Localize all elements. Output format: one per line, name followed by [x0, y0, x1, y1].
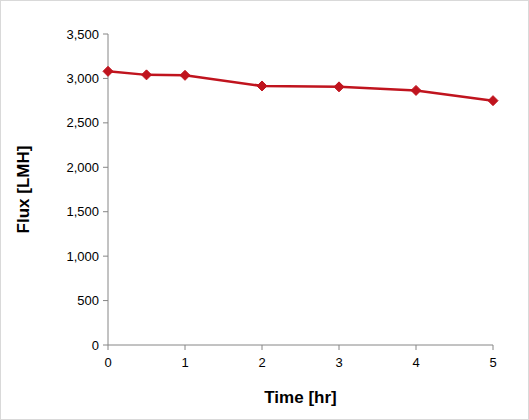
data-marker	[488, 96, 498, 106]
y-tick	[103, 122, 108, 123]
chart-svg: 0 500 1,000 1,500 2,000 2,500 3,000 3,500 0 1 2 3 4 5…	[0, 0, 529, 420]
x-tick-label: 5	[489, 355, 496, 370]
y-tick-label: 3,500	[66, 27, 99, 42]
chart-container: 0 500 1,000 1,500 2,000 2,500 3,000 3,500 0 1 2 3 4 5…	[0, 0, 529, 420]
data-marker	[257, 81, 267, 91]
x-tick	[185, 345, 186, 350]
x-axis-title: Time [hr]	[264, 388, 336, 407]
y-tick-label: 1,500	[66, 204, 99, 219]
x-axis-line	[108, 345, 493, 346]
data-marker	[334, 82, 344, 92]
x-tick	[262, 345, 263, 350]
x-tick-label: 0	[104, 355, 111, 370]
y-tick	[103, 211, 108, 212]
x-tick-label: 4	[412, 355, 419, 370]
y-tick	[103, 345, 108, 346]
data-line	[108, 71, 493, 100]
data-marker	[180, 70, 190, 80]
y-tick	[103, 78, 108, 79]
x-tick-label: 2	[258, 355, 265, 370]
y-axis-line	[108, 34, 109, 345]
x-tick-label: 1	[181, 355, 188, 370]
data-marker	[411, 85, 421, 95]
x-tick	[493, 345, 494, 350]
data-marker	[103, 66, 113, 76]
y-axis-title: Flux [LMH]	[14, 146, 33, 234]
y-tick-label: 500	[77, 293, 99, 308]
chart-frame	[1, 1, 529, 420]
y-tick-label: 3,000	[66, 71, 99, 86]
x-tick	[339, 345, 340, 350]
y-tick	[103, 256, 108, 257]
x-tick	[108, 345, 109, 350]
y-tick-label: 2,500	[66, 115, 99, 130]
plot-area	[103, 66, 498, 105]
y-tick-label: 2,000	[66, 160, 99, 175]
y-tick	[103, 34, 108, 35]
y-tick	[103, 300, 108, 301]
y-tick-label: 1,000	[66, 249, 99, 264]
data-marker	[142, 70, 152, 80]
x-tick-label: 3	[335, 355, 342, 370]
x-tick	[416, 345, 417, 350]
y-tick	[103, 167, 108, 168]
y-tick-label: 0	[92, 338, 99, 353]
